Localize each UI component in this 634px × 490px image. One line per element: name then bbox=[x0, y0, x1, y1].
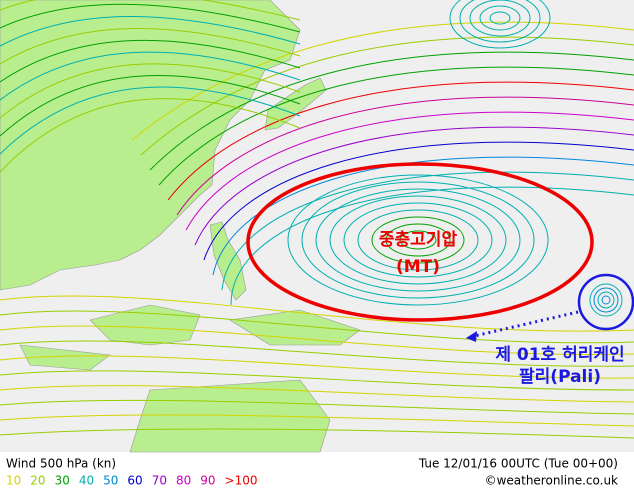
streamline bbox=[449, 0, 551, 49]
legend-entry: 40 bbox=[79, 474, 94, 488]
streamline bbox=[221, 171, 634, 291]
java bbox=[19, 344, 111, 371]
streamline bbox=[212, 156, 634, 276]
legend-entry: 50 bbox=[103, 474, 118, 488]
legend-entry: 80 bbox=[176, 474, 191, 488]
storm-circle bbox=[577, 273, 634, 331]
streamline bbox=[287, 174, 549, 306]
streamline bbox=[0, 0, 301, 21]
legend-entry: 90 bbox=[200, 474, 215, 488]
arrow-head bbox=[466, 331, 477, 342]
streamline bbox=[0, 51, 301, 101]
storm-name: 팔리(Pali) bbox=[519, 367, 601, 387]
streamline bbox=[0, 63, 301, 119]
streamline bbox=[0, 325, 634, 355]
streamline bbox=[185, 111, 634, 231]
streamline bbox=[329, 195, 507, 285]
streamline bbox=[371, 216, 465, 264]
high-code: (MT) bbox=[396, 257, 440, 277]
streamline bbox=[593, 287, 619, 313]
streamline bbox=[0, 385, 634, 403]
streamline bbox=[131, 21, 634, 141]
high-label: 중층고기압 bbox=[379, 229, 458, 250]
streamline bbox=[0, 310, 634, 344]
streamline bbox=[0, 355, 634, 379]
streamline bbox=[589, 283, 623, 317]
streamline bbox=[0, 74, 301, 137]
storm-label: 제 01호 허리케인 bbox=[495, 345, 624, 365]
streamline bbox=[315, 188, 521, 292]
footer-title: Wind 500 hPa (kn) bbox=[6, 457, 116, 471]
streamline bbox=[0, 16, 301, 47]
streamline bbox=[0, 295, 634, 332]
footer-credit: ©weatheronline.co.uk bbox=[485, 474, 618, 488]
streamline bbox=[343, 202, 493, 278]
streamline bbox=[357, 209, 479, 271]
legend: 10 20 30 40 50 60 70 80 90 >100 bbox=[6, 474, 258, 488]
streamline bbox=[479, 5, 521, 31]
streamline bbox=[230, 186, 634, 306]
legend-entry: >100 bbox=[225, 474, 258, 488]
streamline bbox=[0, 28, 301, 65]
streamline bbox=[167, 81, 634, 201]
streamline bbox=[0, 399, 634, 415]
streamline bbox=[385, 223, 451, 257]
streamline bbox=[489, 11, 511, 25]
streamline bbox=[194, 126, 634, 246]
streamline bbox=[601, 295, 611, 305]
footer-time: Tue 12/01/16 00UTC (Tue 00+00) bbox=[418, 457, 618, 471]
streamline bbox=[0, 370, 634, 391]
legend-entry: 60 bbox=[127, 474, 142, 488]
streamline bbox=[399, 230, 437, 250]
streamlines bbox=[0, 0, 634, 439]
streamline bbox=[459, 0, 541, 43]
legend-entry: 20 bbox=[30, 474, 45, 488]
streamline bbox=[0, 340, 634, 367]
japan bbox=[264, 77, 327, 131]
streamline bbox=[597, 291, 615, 309]
streamline bbox=[0, 428, 634, 439]
streamline bbox=[176, 96, 634, 216]
asia bbox=[0, 0, 301, 291]
legend-entry: 30 bbox=[55, 474, 70, 488]
philippines bbox=[209, 221, 247, 301]
high-pressure-outline bbox=[246, 162, 594, 322]
streamline bbox=[149, 51, 634, 171]
streamline bbox=[0, 414, 634, 427]
streamline bbox=[140, 36, 634, 156]
australia bbox=[129, 379, 331, 453]
streamline bbox=[301, 181, 535, 299]
streamline bbox=[469, 0, 531, 37]
streamline bbox=[0, 98, 301, 173]
track-arrow bbox=[469, 310, 579, 339]
streamline bbox=[0, 3, 301, 33]
streamline bbox=[203, 141, 634, 261]
legend-entry: 70 bbox=[152, 474, 167, 488]
streamline bbox=[0, 39, 301, 83]
streamline bbox=[158, 66, 634, 186]
streamline bbox=[0, 86, 301, 155]
legend-entry: 10 bbox=[6, 474, 21, 488]
